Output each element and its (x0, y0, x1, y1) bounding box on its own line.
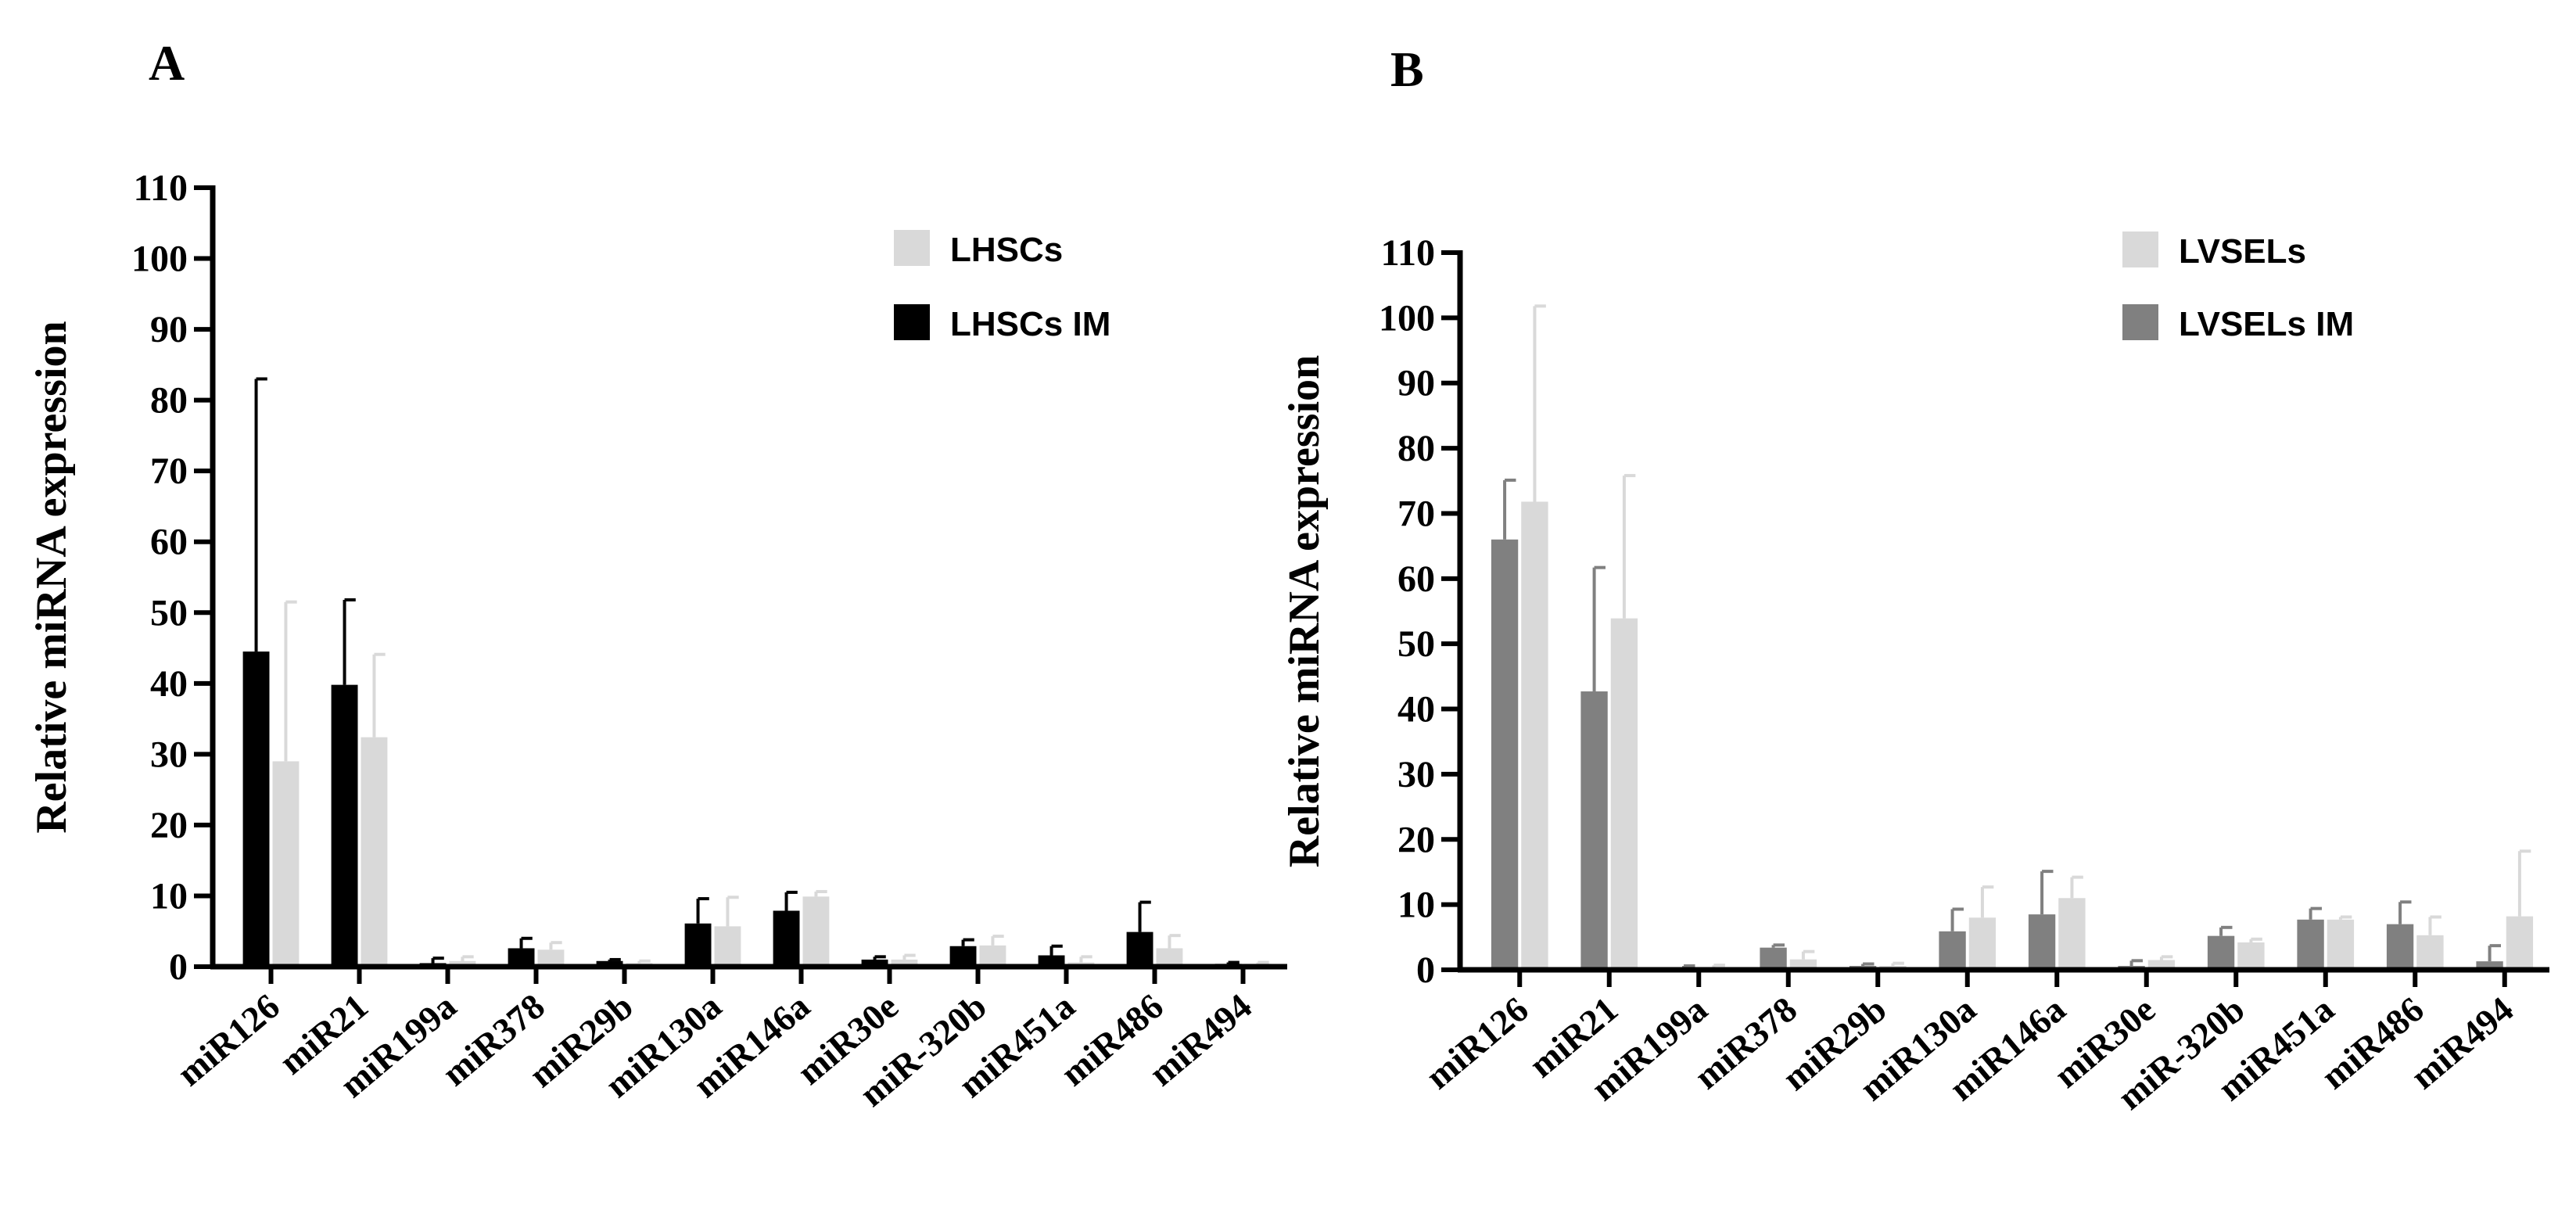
legend-swatch (894, 304, 930, 340)
bar-mir486-series-1 (2416, 935, 2444, 970)
legend-label: LHSCs (950, 231, 1063, 269)
legend-swatch (2122, 232, 2158, 267)
y-tick-label: 10 (150, 875, 188, 917)
y-tick-label: 10 (1397, 885, 1435, 926)
bar-mir21-series-1 (361, 737, 388, 967)
bar-mir30e-series-0 (861, 959, 888, 967)
bar-mir126-series-0 (1491, 539, 1519, 970)
bar-mir486-series-0 (2386, 924, 2414, 970)
y-axis-title: Relative miRNA expression (1280, 355, 1329, 867)
bar-mir126-series-1 (272, 761, 300, 967)
y-tick-label: 80 (1397, 428, 1435, 469)
bar-mir29b-series-0 (596, 960, 623, 967)
y-tick-label: 100 (131, 239, 188, 280)
bar-mir378-series-0 (1760, 947, 1787, 970)
y-tick-label: 30 (150, 734, 188, 775)
bar-mir21-series-1 (1610, 618, 1638, 970)
y-tick-label: 110 (1381, 232, 1435, 274)
bar-mir30e-series-1 (891, 959, 918, 967)
bar-mir130a-series-1 (1968, 917, 1997, 970)
panel-letter: B (1390, 41, 1424, 97)
y-axis-title: Relative miRNA expression (27, 321, 76, 833)
bar-mir378-series-0 (508, 948, 535, 967)
x-tick-label: miR494 (2403, 989, 2520, 1097)
bar-mir130a-series-0 (1939, 931, 1966, 970)
y-tick-label: 90 (1397, 363, 1435, 404)
bar-mir199a-series-1 (449, 960, 476, 967)
y-tick-label: 20 (1397, 819, 1435, 860)
y-tick-label: 60 (150, 522, 188, 563)
panel-letter: A (149, 35, 185, 91)
y-tick-label: 110 (134, 167, 188, 209)
legend-swatch (2122, 304, 2158, 340)
bar-mir494-series-0 (2476, 961, 2503, 970)
bar-mir451a-series-0 (1038, 955, 1065, 967)
legend-swatch (894, 230, 930, 266)
bar-mir21-series-0 (1580, 691, 1608, 970)
bar-mir-320b-series-0 (949, 946, 977, 967)
bar-mir378-series-1 (537, 949, 565, 967)
bar-mir126-series-0 (242, 651, 270, 967)
legend-label: LHSCs IM (950, 305, 1110, 343)
bar-mir486-series-0 (1126, 931, 1153, 967)
bar-mir146a-series-1 (802, 896, 830, 967)
x-tick-label: miR126 (170, 986, 287, 1094)
bar-mir21-series-0 (331, 684, 358, 967)
bar-mir130a-series-0 (684, 923, 712, 967)
bar-mir126-series-1 (1521, 501, 1548, 970)
x-tick-label: miR486 (2313, 989, 2431, 1097)
bar-mir130a-series-1 (714, 926, 741, 967)
bar-mir-320b-series-0 (2207, 935, 2235, 970)
y-tick-label: 60 (1397, 558, 1435, 600)
y-tick-label: 70 (150, 450, 188, 492)
y-tick-label: 40 (150, 663, 188, 705)
y-tick-label: 50 (150, 592, 188, 634)
bar-mir-320b-series-1 (2237, 942, 2265, 970)
x-tick-label: miR494 (1142, 986, 1259, 1094)
y-tick-label: 80 (150, 380, 188, 422)
y-tick-label: 40 (1397, 689, 1435, 730)
y-tick-label: 20 (150, 805, 188, 846)
bar-mir146a-series-0 (773, 910, 800, 967)
bar-mir494-series-1 (2506, 916, 2534, 970)
bar-mir146a-series-1 (2058, 898, 2086, 970)
bar-mir-320b-series-1 (979, 945, 1006, 967)
y-tick-label: 100 (1379, 297, 1435, 339)
y-tick-label: 70 (1397, 493, 1435, 534)
y-tick-label: 0 (169, 946, 188, 988)
y-tick-label: 0 (1416, 949, 1435, 991)
x-tick-label: miR126 (1418, 989, 1535, 1097)
y-tick-label: 50 (1397, 623, 1435, 665)
bar-mir451a-series-1 (2327, 919, 2355, 970)
bar-mir486-series-1 (1156, 948, 1183, 967)
bar-mir146a-series-0 (2028, 914, 2056, 970)
y-tick-label: 90 (150, 309, 188, 350)
bar-mir451a-series-0 (2297, 919, 2324, 970)
legend-label: LVSELs (2179, 232, 2306, 271)
legend-label: LVSELs IM (2179, 305, 2354, 343)
y-tick-label: 30 (1397, 754, 1435, 795)
